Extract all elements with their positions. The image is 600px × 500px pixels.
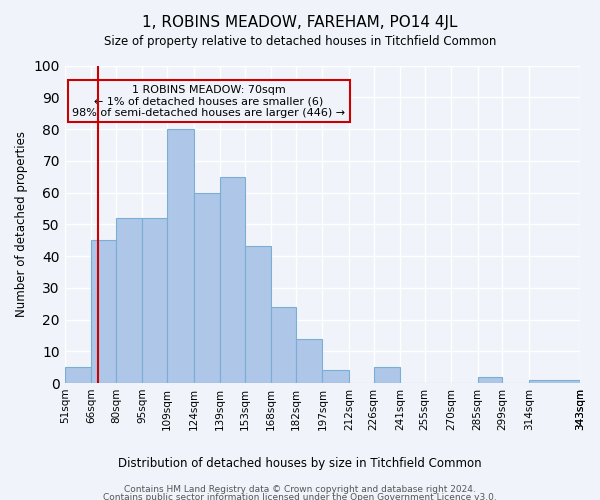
Text: 1, ROBINS MEADOW, FAREHAM, PO14 4JL: 1, ROBINS MEADOW, FAREHAM, PO14 4JL <box>142 15 458 30</box>
Bar <box>116 218 142 383</box>
Text: Size of property relative to detached houses in Titchfield Common: Size of property relative to detached ho… <box>104 35 496 48</box>
Bar <box>529 380 580 383</box>
Bar <box>142 218 167 383</box>
Bar <box>478 376 502 383</box>
Bar <box>245 246 271 383</box>
Bar <box>194 192 220 383</box>
Bar <box>220 176 245 383</box>
Bar <box>271 307 296 383</box>
Bar <box>322 370 349 383</box>
Bar <box>167 129 194 383</box>
Bar <box>91 240 116 383</box>
Bar <box>296 338 322 383</box>
Text: Distribution of detached houses by size in Titchfield Common: Distribution of detached houses by size … <box>118 458 482 470</box>
Text: Contains HM Land Registry data © Crown copyright and database right 2024.: Contains HM Land Registry data © Crown c… <box>124 485 476 494</box>
Text: Contains public sector information licensed under the Open Government Licence v3: Contains public sector information licen… <box>103 492 497 500</box>
Bar <box>65 367 91 383</box>
Bar <box>374 367 400 383</box>
Y-axis label: Number of detached properties: Number of detached properties <box>15 132 28 318</box>
Text: 1 ROBINS MEADOW: 70sqm
← 1% of detached houses are smaller (6)
98% of semi-detac: 1 ROBINS MEADOW: 70sqm ← 1% of detached … <box>73 84 346 118</box>
